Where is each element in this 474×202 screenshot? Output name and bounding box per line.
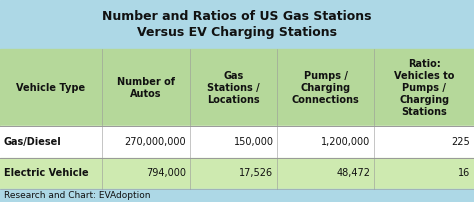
Text: Vehicle Type: Vehicle Type xyxy=(17,83,85,93)
Text: 48,472: 48,472 xyxy=(337,168,371,178)
Text: 794,000: 794,000 xyxy=(146,168,186,178)
Text: Electric Vehicle: Electric Vehicle xyxy=(4,168,89,178)
Bar xyxy=(0,189,474,202)
Text: Gas
Stations /
Locations: Gas Stations / Locations xyxy=(207,71,260,105)
Bar xyxy=(0,0,474,49)
Bar xyxy=(0,126,474,158)
Text: 270,000,000: 270,000,000 xyxy=(124,137,186,147)
Text: Number and Ratios of US Gas Stations
Versus EV Charging Stations: Number and Ratios of US Gas Stations Ver… xyxy=(102,10,372,40)
Text: 17,526: 17,526 xyxy=(239,168,273,178)
Text: 1,200,000: 1,200,000 xyxy=(321,137,371,147)
Text: Pumps /
Charging
Connections: Pumps / Charging Connections xyxy=(292,71,360,105)
Text: Number of
Autos: Number of Autos xyxy=(117,77,175,99)
Text: Ratio:
Vehicles to
Pumps /
Charging
Stations: Ratio: Vehicles to Pumps / Charging Stat… xyxy=(394,59,455,117)
Bar xyxy=(0,49,474,126)
Text: Gas/Diesel: Gas/Diesel xyxy=(4,137,62,147)
Text: 16: 16 xyxy=(458,168,470,178)
Text: Research and Chart: EVAdoption: Research and Chart: EVAdoption xyxy=(4,191,150,200)
Bar xyxy=(0,158,474,189)
Text: 150,000: 150,000 xyxy=(234,137,273,147)
Text: 225: 225 xyxy=(451,137,470,147)
